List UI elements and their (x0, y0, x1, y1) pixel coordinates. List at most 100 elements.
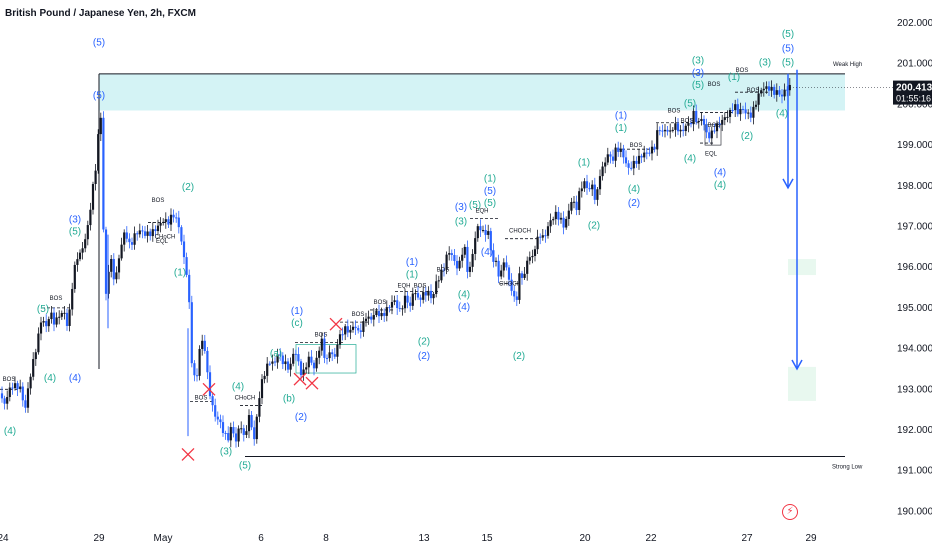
wave-label: (4) (4, 426, 16, 437)
candle-body (739, 109, 742, 115)
wave-label: (1) (615, 123, 627, 134)
chart-title: British Pound / Japanese Yen, 2h, FXCM (5, 8, 196, 19)
candle-body (86, 225, 89, 240)
wave-label: (5) (782, 43, 794, 54)
structure-label: EQL (156, 239, 169, 245)
candle-body (258, 398, 261, 417)
candle-body (432, 294, 435, 299)
candle-body (47, 319, 50, 327)
candle-body (458, 260, 461, 269)
candle-body (211, 396, 214, 406)
axes: 202.000 201.000 200.000 199.000 198.000 197.0… (0, 18, 932, 544)
weak-high-label: Weak High (833, 62, 862, 68)
candle-body (650, 146, 654, 154)
candle-body (453, 254, 456, 261)
candle-body (349, 329, 352, 333)
wave-label: (2) (513, 351, 525, 362)
alert-icon[interactable]: ⚡ (782, 504, 798, 520)
y-tick-label: 200.000 (897, 99, 932, 110)
target-box-1 (788, 259, 816, 276)
wave-label: (5) (37, 304, 49, 315)
candle-body (666, 129, 669, 132)
candle-body (364, 318, 368, 322)
candle-body (320, 338, 323, 351)
wave-label: (4) (44, 373, 56, 384)
supply-zone (99, 73, 845, 111)
candle-body (240, 428, 243, 430)
x-tick-label: 13 (418, 533, 430, 544)
y-tick-label: 197.000 (897, 222, 932, 233)
candle-body (250, 415, 253, 428)
annotations: (5)(5)(3)(5)(5)(4) (4)(4)(2)(1)(4)(3)(5)(… (3, 29, 794, 471)
candle-body (588, 187, 591, 190)
candle-body (242, 428, 245, 435)
wave-label: (4) (776, 109, 788, 120)
candle-body (541, 235, 544, 238)
candle-body (549, 220, 552, 227)
candle-body (536, 236, 539, 250)
candle-body (336, 344, 339, 357)
candle-body (648, 152, 651, 154)
candle-body (471, 253, 474, 267)
candle-body (476, 226, 479, 239)
candle-body (754, 104, 758, 107)
candle-body (643, 152, 646, 158)
candle-body (273, 361, 277, 363)
candle-body (156, 225, 160, 232)
candle-body (89, 209, 92, 226)
candle-body (398, 308, 401, 310)
candle-body (120, 244, 123, 259)
candle-body (721, 119, 724, 125)
candle-body (167, 219, 170, 225)
candle-body (362, 321, 365, 332)
candle-body (578, 191, 581, 210)
candle-body (445, 254, 448, 270)
candle-body (185, 257, 188, 275)
candle-body (159, 223, 162, 226)
candle-body (245, 431, 248, 435)
wave-label: (1) (174, 267, 186, 278)
candle-body (692, 110, 695, 125)
candle-body (424, 292, 427, 296)
candle-body (557, 211, 560, 220)
x-tick-label: 22 (645, 533, 657, 544)
candle-body (292, 353, 295, 364)
candle-body (775, 90, 778, 95)
candle-body (24, 400, 27, 408)
candle-body (596, 189, 599, 200)
x-tick-label: 24 (0, 533, 9, 544)
candle-body (68, 309, 71, 326)
candle-body (546, 226, 550, 236)
candle-body (427, 290, 430, 296)
candle-body (307, 356, 310, 368)
candle-body (403, 295, 407, 309)
wave-label: (5) (93, 37, 105, 48)
candle-body (354, 326, 357, 329)
x-tick-label: 29 (93, 533, 105, 544)
candle-body (198, 348, 201, 376)
candle-body (286, 361, 290, 370)
candle-body (466, 246, 469, 272)
candle-body (429, 290, 433, 299)
structure-label: BOS (708, 123, 721, 129)
candle-body (572, 201, 576, 203)
candle-body (632, 160, 635, 169)
candle-body (575, 201, 578, 210)
candle-body (380, 313, 383, 317)
structure-label: CHoCH (235, 395, 256, 401)
candle-body (757, 93, 760, 105)
candle-body (172, 214, 175, 218)
candle-body (16, 383, 19, 390)
candle-body (372, 315, 375, 320)
candle-body (367, 316, 370, 319)
candle-body (237, 428, 240, 442)
candle-body (396, 300, 399, 309)
candle-body (128, 238, 131, 243)
candle-body (294, 353, 297, 355)
candle-body (744, 109, 747, 114)
y-tick-label: 199.000 (897, 140, 932, 151)
candle-body (281, 355, 284, 365)
candle-body (6, 397, 9, 404)
candle-body (299, 361, 303, 376)
